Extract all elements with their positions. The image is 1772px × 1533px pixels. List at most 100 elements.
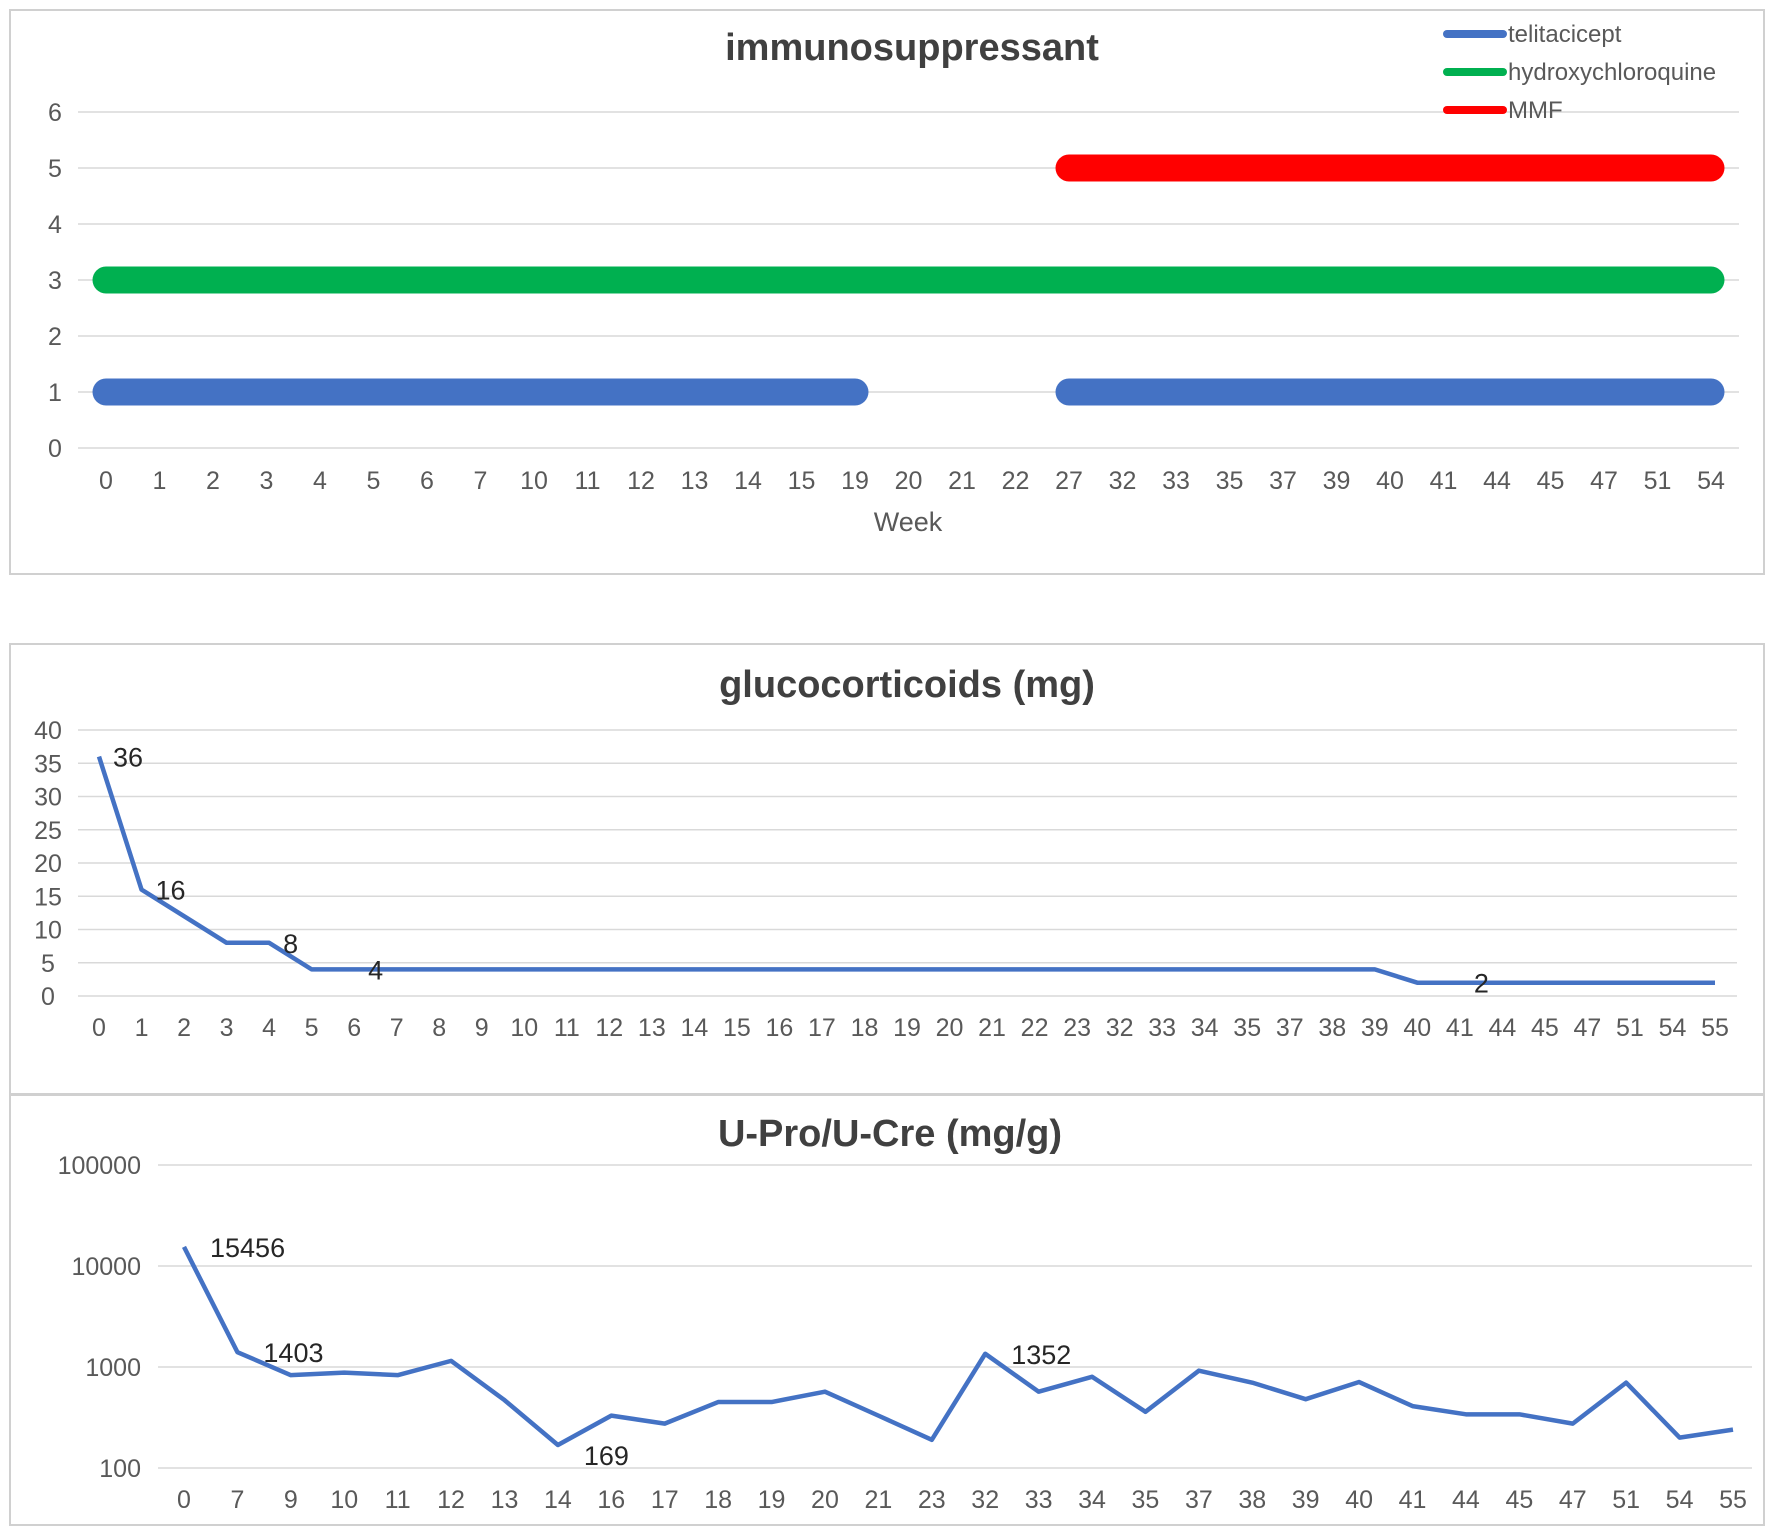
data-label: 15456 [210, 1233, 285, 1263]
x-tick-label: 12 [437, 1486, 465, 1514]
x-tick-label: 32 [1109, 467, 1137, 495]
y-tick-label: 10 [34, 917, 62, 945]
x-tick-label: 40 [1376, 467, 1404, 495]
x-tick-label: 44 [1488, 1014, 1516, 1042]
x-tick-label: 47 [1559, 1486, 1587, 1514]
y-tick-label: 100 [99, 1455, 141, 1483]
x-tick-label: 51 [1612, 1486, 1640, 1514]
y-tick-label: 100000 [58, 1152, 141, 1180]
x-tick-label: 34 [1078, 1486, 1106, 1514]
data-label: 1403 [263, 1338, 323, 1368]
x-tick-label: 11 [575, 467, 601, 495]
x-tick-label: 10 [520, 467, 548, 495]
x-tick-label: 20 [936, 1014, 964, 1042]
x-tick-label: 39 [1323, 467, 1351, 495]
y-tick-label: 0 [48, 435, 62, 463]
x-tick-label: 40 [1403, 1014, 1431, 1042]
glucocorticoids-x-ticks: 0 1 2 3 4 5 6 7 8 9 10 11 12 13 14 15 16 17 18 19 20 21 22 23 32… [92, 1014, 1729, 1042]
legend-label: hydroxychloroquine [1508, 59, 1716, 86]
upro-ucre-y-ticks: 100 1000 10000 100000 [58, 1152, 141, 1483]
x-tick-label: 38 [1318, 1014, 1346, 1042]
x-tick-label: 45 [1505, 1486, 1533, 1514]
y-tick-label: 20 [34, 850, 62, 878]
x-tick-label: 20 [895, 467, 923, 495]
x-tick-label: 6 [420, 467, 434, 495]
legend-label: telitacicept [1508, 21, 1622, 48]
x-tick-label: 54 [1666, 1486, 1694, 1514]
x-tick-label: 21 [948, 467, 976, 495]
glucocorticoids-y-ticks: 0 5 10 15 20 25 30 35 40 [34, 717, 62, 1011]
x-tick-label: 16 [597, 1486, 625, 1514]
upro-ucre-gridlines [158, 1164, 1752, 1469]
x-tick-label: 1 [153, 467, 167, 495]
immunosuppressant-title: immunosuppressant [725, 27, 1099, 69]
x-tick-label: 33 [1162, 467, 1190, 495]
x-tick-label: 13 [681, 467, 709, 495]
data-label: 4 [368, 955, 383, 985]
x-tick-label: 9 [284, 1486, 298, 1514]
x-tick-label: 55 [1701, 1014, 1729, 1042]
x-tick-label: 35 [1132, 1486, 1160, 1514]
y-tick-label: 5 [48, 155, 62, 183]
x-tick-label: 19 [758, 1486, 786, 1514]
glucocorticoids-series [96, 755, 1715, 985]
x-tick-label: 35 [1216, 467, 1244, 495]
x-tick-label: 55 [1719, 1486, 1747, 1514]
x-tick-label: 19 [841, 467, 869, 495]
x-tick-label: 12 [627, 467, 655, 495]
upro-ucre-series-line [181, 1245, 1734, 1448]
upro-ucre-chart: 100 1000 10000 100000 0 7 9 10 11 12 13 14 16 17 18 19… [58, 1113, 1752, 1514]
upro-ucre-chart-panel [9, 1094, 1765, 1526]
glucocorticoids-gridlines [78, 729, 1737, 997]
x-tick-label: 20 [811, 1486, 839, 1514]
immunosuppressant-legend: telitacicept hydroxychloroquine MMF [1443, 21, 1716, 124]
x-tick-label: 44 [1452, 1486, 1480, 1514]
x-tick-label: 33 [1148, 1014, 1176, 1042]
x-tick-label: 18 [704, 1486, 732, 1514]
x-tick-label: 27 [1055, 467, 1083, 495]
x-tick-label: 39 [1361, 1014, 1389, 1042]
x-tick-label: 51 [1616, 1014, 1644, 1042]
x-tick-label: 39 [1292, 1486, 1320, 1514]
x-tick-label: 7 [230, 1486, 244, 1514]
x-tick-label: 54 [1697, 467, 1725, 495]
glucocorticoids-chart-panel [9, 643, 1765, 1095]
data-label: 36 [113, 743, 143, 773]
x-tick-label: 14 [680, 1014, 708, 1042]
x-tick-label: 1 [135, 1014, 149, 1042]
data-label: 2 [1474, 969, 1489, 999]
x-tick-label: 32 [971, 1486, 999, 1514]
y-tick-label: 25 [34, 817, 62, 845]
data-label: 169 [584, 1441, 629, 1471]
immunosuppressant-x-axis-label: Week [874, 507, 943, 537]
x-tick-label: 5 [305, 1014, 319, 1042]
legend-item: telitacicept [1443, 21, 1622, 48]
y-tick-label: 6 [48, 99, 62, 127]
x-tick-label: 21 [978, 1014, 1006, 1042]
glucocorticoids-title: glucocorticoids (mg) [719, 664, 1095, 706]
x-tick-label: 37 [1276, 1014, 1304, 1042]
x-tick-label: 17 [808, 1014, 836, 1042]
x-tick-label: 32 [1106, 1014, 1134, 1042]
x-tick-label: 22 [1021, 1014, 1049, 1042]
y-tick-label: 15 [34, 883, 62, 911]
y-tick-label: 5 [41, 950, 55, 978]
data-label: 8 [283, 929, 298, 959]
y-tick-label: 30 [34, 784, 62, 812]
x-tick-label: 2 [177, 1014, 191, 1042]
x-tick-label: 15 [723, 1014, 751, 1042]
x-tick-label: 10 [510, 1014, 538, 1042]
x-tick-label: 6 [347, 1014, 361, 1042]
x-tick-label: 35 [1233, 1014, 1261, 1042]
x-tick-label: 15 [788, 467, 816, 495]
x-tick-label: 7 [390, 1014, 404, 1042]
x-tick-label: 41 [1399, 1486, 1427, 1514]
y-tick-label: 3 [48, 267, 62, 295]
y-tick-label: 35 [34, 750, 62, 778]
x-tick-label: 4 [313, 467, 327, 495]
immunosuppressant-series [92, 154, 1725, 406]
x-tick-label: 16 [766, 1014, 794, 1042]
y-tick-label: 10000 [71, 1253, 141, 1281]
immunosuppressant-y-ticks: 0 1 2 3 4 5 6 [48, 99, 62, 463]
